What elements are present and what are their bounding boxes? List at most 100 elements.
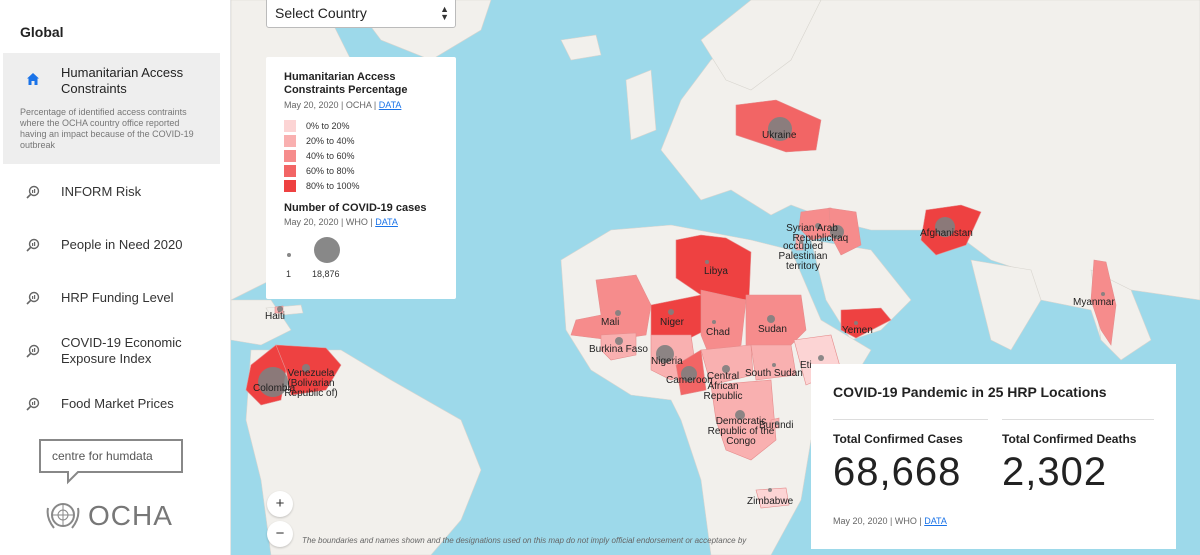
bubble-burundi — [775, 421, 779, 425]
bubble-burkina — [615, 337, 623, 345]
label-cameroon: Cameroon — [666, 375, 713, 386]
stats-title: COVID-19 Pandemic in 25 HRP Locations — [833, 384, 1107, 400]
sidebar-heading: Global — [20, 24, 64, 40]
legend-item-label: 80% to 100% — [306, 180, 360, 191]
label-burundi: Burundi — [759, 420, 794, 431]
legend-item-label: 0% to 20% — [306, 120, 350, 131]
legend-data-link[interactable]: DATA — [378, 100, 402, 110]
label-libya: Libya — [704, 266, 728, 277]
sidebar-item-humanitarian-access[interactable]: Humanitarian Access Constraints Percenta… — [3, 53, 220, 164]
stats-cases-value: 68,668 — [833, 450, 962, 494]
bubble-iraq — [830, 225, 844, 239]
stats-source-text: May 20, 2020 | WHO | — [833, 516, 925, 526]
label-afghanistan: Afghanistan — [920, 228, 973, 239]
stats-source: May 20, 2020 | WHO | DATA — [833, 516, 947, 526]
bubble-chad — [712, 320, 716, 324]
country-yemen — [840, 307, 892, 339]
legend-swatch — [284, 134, 296, 147]
label-niger: Niger — [660, 317, 684, 328]
sidebar-item-inform-risk[interactable]: INFORM Risk — [3, 182, 220, 202]
stats-divider — [833, 419, 988, 420]
sidebar-item-food-market-prices[interactable]: Food Market Prices — [3, 394, 220, 414]
bubble-niger — [668, 309, 674, 315]
label-venezuela: Venezuela (Bolivarian Republic of) — [284, 368, 338, 399]
bubble-palestine — [799, 240, 803, 244]
home-icon — [27, 73, 39, 85]
country-myanmar — [1090, 259, 1117, 346]
legend-cases-source-text: May 20, 2020 | WHO | — [284, 217, 376, 227]
legend-item: 40% to 60% — [284, 148, 438, 163]
stats-data-link[interactable]: DATA — [924, 516, 947, 526]
label-sudan: Sudan — [758, 324, 787, 335]
legend-swatch — [284, 179, 296, 192]
bubble-legend: 1 18,876 — [284, 233, 438, 283]
label-nigeria: Nigeria — [651, 356, 683, 367]
bubble-drc — [735, 410, 745, 420]
sidebar: Global Humanitarian Access Constraints P… — [0, 0, 231, 555]
label-iraq: Iraq — [831, 233, 849, 244]
label-mali: Mali — [601, 317, 620, 328]
label-burkina: Burkina Faso — [589, 344, 648, 355]
bubble-haiti — [277, 306, 283, 312]
legend-source: May 20, 2020 | OCHA | DATA — [284, 100, 438, 110]
bubble-legend-min-label: 1 — [286, 269, 292, 279]
legend-item: 80% to 100% — [284, 178, 438, 193]
legend-item-label: 60% to 80% — [306, 165, 355, 176]
label-car: Central African Republic — [703, 371, 743, 402]
sidebar-item-description: Percentage of identified access contrain… — [20, 107, 194, 150]
country-burkina — [600, 332, 637, 361]
bubble-legend-max-label: 18,876 — [312, 269, 340, 279]
stats-deaths: Total Confirmed Deaths 2,302 — [1002, 432, 1136, 495]
sidebar-item-label: COVID-19 Economic Exposure Index — [61, 335, 182, 366]
bubble-sudan — [767, 315, 775, 323]
bubble-myanmar — [1101, 292, 1105, 296]
legend-items: 0% to 20% 20% to 40% 40% to 60% 60% to 8… — [284, 118, 438, 193]
country-zimbabwe — [755, 487, 790, 509]
sidebar-item-hrp-funding[interactable]: HRP Funding Level — [3, 288, 220, 308]
label-colombia: Colombia — [253, 383, 296, 394]
label-south-sudan: South Sudan — [745, 368, 803, 379]
country-drc — [710, 379, 777, 461]
chart-magnifier-icon — [26, 397, 40, 411]
bubble-ukraine — [768, 117, 792, 141]
bubble-venezuela — [302, 364, 310, 372]
country-south-sudan — [750, 344, 797, 381]
chart-magnifier-icon — [26, 291, 40, 305]
zoom-in-button[interactable]: + — [267, 491, 293, 517]
label-zimbabwe: Zimbabwe — [747, 496, 794, 507]
bubble-yemen — [854, 321, 858, 325]
label-chad: Chad — [706, 327, 730, 338]
chart-magnifier-icon — [26, 185, 40, 199]
stats-divider — [1002, 419, 1154, 420]
bubble-south-sudan — [772, 363, 776, 367]
label-yemen: Yemen — [842, 325, 873, 336]
legend-cases-data-link[interactable]: DATA — [375, 217, 398, 227]
ocha-logo-text: OCHA — [88, 500, 173, 531]
sidebar-item-economic-exposure[interactable]: COVID-19 Economic Exposure Index — [3, 334, 220, 370]
bubble-mali — [615, 310, 621, 316]
label-ethiopia: Eti — [800, 360, 812, 371]
label-haiti: Haiti — [265, 311, 286, 322]
bubble-colombia — [258, 367, 288, 397]
chart-magnifier-icon — [26, 344, 40, 358]
legend-item-label: 40% to 60% — [306, 150, 355, 161]
zoom-out-button[interactable]: − — [267, 521, 293, 547]
sidebar-item-label: Food Market Prices — [61, 396, 174, 411]
humdata-logo-text: centre for humdata — [52, 449, 153, 463]
country-car — [700, 344, 754, 386]
stats-panel: COVID-19 Pandemic in 25 HRP Locations To… — [811, 364, 1176, 549]
chart-magnifier-icon — [26, 238, 40, 252]
legend-swatch — [284, 119, 296, 132]
label-drc: Democratic Republic of the Congo — [707, 416, 775, 447]
map-legend: Humanitarian Access Constraints Percenta… — [266, 57, 456, 299]
bubble-nigeria — [656, 345, 674, 363]
bubble-ethiopia — [818, 355, 824, 361]
label-palestine: occupied Palestinian territory — [778, 241, 828, 272]
bubble-zimbabwe — [768, 488, 772, 492]
legend-cases-title: Number of COVID-19 cases — [284, 202, 427, 214]
country-select[interactable]: Select Country ▲ ▼ — [266, 0, 456, 28]
country-select-value: Select Country — [275, 5, 367, 21]
legend-cases-source: May 20, 2020 | WHO | DATA — [284, 217, 438, 227]
sidebar-item-people-in-need[interactable]: People in Need 2020 — [3, 235, 220, 255]
stats-deaths-label: Total Confirmed Deaths — [1002, 432, 1137, 446]
